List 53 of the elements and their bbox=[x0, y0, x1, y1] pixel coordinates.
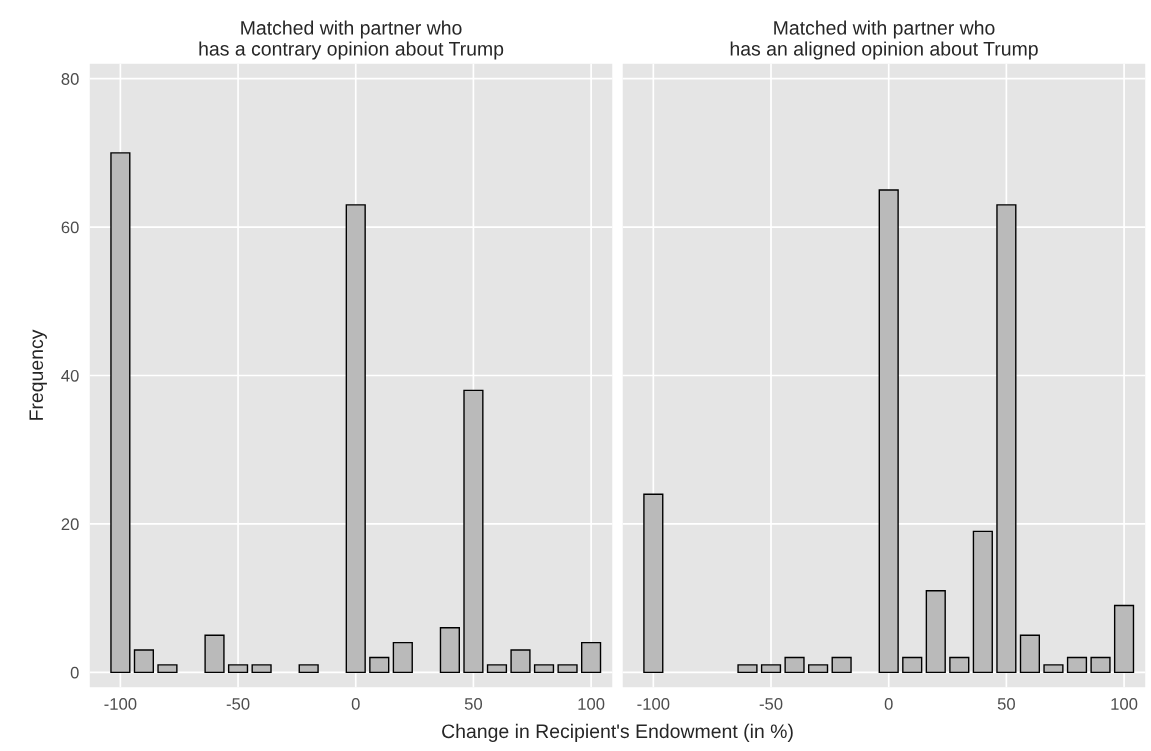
y-tick-label: 40 bbox=[61, 369, 79, 382]
bar bbox=[972, 530, 993, 674]
chart-title: Matched with partner who has an aligned opinion about Trump bbox=[730, 20, 1038, 60]
bar bbox=[784, 656, 805, 674]
x-tick-label: 50 bbox=[997, 698, 1015, 710]
bar bbox=[510, 649, 531, 674]
bar bbox=[439, 627, 460, 674]
bar bbox=[1066, 656, 1088, 674]
bar bbox=[110, 152, 131, 674]
bar bbox=[298, 664, 319, 674]
bar bbox=[878, 189, 899, 674]
bar bbox=[1113, 604, 1135, 674]
bar bbox=[807, 664, 829, 674]
bar bbox=[133, 649, 155, 674]
x-tick-label: 50 bbox=[464, 698, 483, 710]
bar bbox=[580, 641, 602, 674]
bar bbox=[392, 641, 413, 674]
bar bbox=[902, 656, 923, 674]
bar bbox=[831, 656, 852, 674]
bar bbox=[737, 664, 758, 674]
x-tick-label: 100 bbox=[1111, 698, 1138, 710]
bar bbox=[463, 389, 484, 674]
bar bbox=[760, 664, 782, 674]
bar bbox=[925, 590, 946, 674]
x-tick-label: -50 bbox=[226, 698, 250, 710]
y-tick-label: 0 bbox=[70, 666, 79, 679]
bar bbox=[1043, 664, 1064, 674]
x-tick-label: 0 bbox=[351, 698, 360, 710]
bar bbox=[643, 493, 664, 674]
bar bbox=[949, 656, 970, 674]
x-tick-label: -100 bbox=[104, 698, 137, 710]
bar bbox=[1090, 656, 1111, 674]
bar bbox=[157, 664, 178, 674]
y-tick-label: 20 bbox=[61, 518, 79, 531]
y-tick-label: 80 bbox=[61, 73, 79, 85]
x-tick-label: -50 bbox=[759, 698, 783, 710]
bar bbox=[557, 664, 578, 674]
bar bbox=[204, 634, 225, 674]
bar bbox=[251, 664, 272, 674]
bar bbox=[533, 664, 555, 674]
bar bbox=[227, 664, 249, 674]
bar bbox=[486, 664, 508, 674]
chart-title: Matched with partner who has a contrary opinion about Trump bbox=[199, 20, 504, 60]
x-tick-label: -100 bbox=[637, 698, 670, 710]
x-tick-label: 100 bbox=[578, 698, 605, 710]
bar bbox=[996, 204, 1017, 674]
bar bbox=[345, 204, 366, 674]
y-tick-label: 60 bbox=[61, 221, 79, 234]
x-axis-title: Change in Recipient's Endowment (in %) bbox=[442, 723, 793, 742]
bar bbox=[1019, 634, 1041, 674]
x-tick-label: 0 bbox=[884, 698, 893, 710]
y-axis-title: Frequency bbox=[29, 329, 47, 420]
bar bbox=[369, 656, 390, 674]
